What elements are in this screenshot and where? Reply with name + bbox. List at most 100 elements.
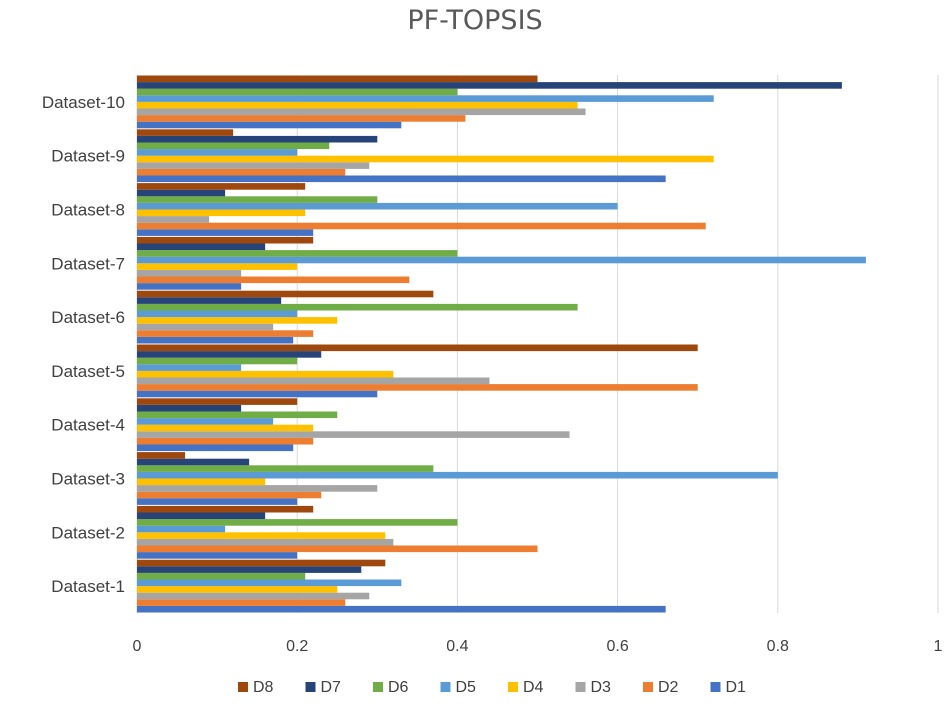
- legend-label-d2: D2: [658, 679, 679, 696]
- category-label: Dataset-2: [51, 523, 125, 542]
- x-tick-label: 0.4: [446, 638, 468, 655]
- legend-label-d6: D6: [388, 679, 409, 696]
- bars: [137, 75, 866, 613]
- bar-d8-dataset-1: [137, 559, 386, 567]
- bar-d7-dataset-5: [137, 351, 322, 358]
- bar-d2-dataset-7: [137, 276, 410, 284]
- bar-d8-dataset-3: [137, 452, 186, 459]
- bar-d3-dataset-6: [137, 323, 274, 331]
- bar-d1-dataset-2: [137, 552, 298, 559]
- category-label: Dataset-7: [51, 254, 125, 273]
- x-tick-label: 0.2: [286, 638, 308, 655]
- bar-d6-dataset-1: [137, 572, 306, 580]
- bar-d3-dataset-7: [137, 269, 242, 277]
- bar-d6-dataset-4: [137, 411, 338, 419]
- category-label: Dataset-9: [51, 147, 125, 166]
- category-label: Dataset-3: [51, 470, 125, 489]
- legend-swatch-d2: [643, 682, 653, 692]
- bar-d5-dataset-7: [137, 256, 866, 264]
- bar-d2-dataset-4: [137, 437, 314, 445]
- x-tick-label: 0.8: [767, 638, 789, 655]
- bar-d4-dataset-7: [137, 263, 298, 270]
- bar-d2-dataset-8: [137, 222, 706, 230]
- bar-d2-dataset-6: [137, 330, 314, 337]
- bar-d2-dataset-2: [137, 545, 538, 553]
- bar-d4-dataset-4: [137, 424, 314, 432]
- legend-label-d3: D3: [591, 679, 612, 696]
- bar-d1-dataset-7: [137, 283, 242, 290]
- legend-label-d5: D5: [456, 679, 477, 696]
- bar-d5-dataset-8: [137, 202, 618, 210]
- bar-d2-dataset-10: [137, 115, 466, 122]
- bar-d7-dataset-1: [137, 566, 362, 573]
- category-label: Dataset-6: [51, 308, 125, 327]
- bar-d4-dataset-3: [137, 478, 266, 486]
- bar-d8-dataset-7: [137, 236, 314, 244]
- bar-d5-dataset-10: [137, 95, 714, 102]
- bar-d4-dataset-2: [137, 532, 386, 539]
- bar-d6-dataset-7: [137, 250, 458, 257]
- legend-swatch-d8: [238, 682, 248, 692]
- bar-d4-dataset-10: [137, 101, 578, 109]
- bar-d4-dataset-8: [137, 209, 306, 217]
- x-tick-labels: 0 0.2 0.4 0.6 0.8 1: [133, 638, 943, 655]
- bar-d7-dataset-3: [137, 458, 250, 466]
- bar-d7-dataset-10: [137, 82, 842, 89]
- bar-d8-dataset-2: [137, 505, 314, 513]
- bar-d5-dataset-9: [137, 149, 298, 156]
- bar-d1-dataset-4: [137, 444, 294, 452]
- bar-d6-dataset-10: [137, 88, 458, 96]
- bar-d7-dataset-2: [137, 512, 266, 520]
- bar-d1-dataset-8: [137, 229, 314, 236]
- bar-d1-dataset-5: [137, 390, 378, 398]
- bar-d3-dataset-10: [137, 108, 586, 116]
- bar-d5-dataset-4: [137, 418, 274, 425]
- bar-d8-dataset-9: [137, 129, 234, 136]
- bar-d4-dataset-6: [137, 317, 338, 324]
- category-label: Dataset-1: [51, 577, 125, 596]
- bar-d6-dataset-8: [137, 196, 378, 203]
- bar-d7-dataset-7: [137, 243, 266, 251]
- category-labels: Dataset-1 Dataset-2 Dataset-3 Dataset-4 Data…: [42, 93, 125, 596]
- bar-d6-dataset-5: [137, 357, 298, 365]
- bar-d2-dataset-3: [137, 491, 322, 499]
- bar-d7-dataset-8: [137, 189, 226, 197]
- bar-d2-dataset-9: [137, 168, 346, 176]
- bar-d7-dataset-4: [137, 404, 242, 412]
- bar-d8-dataset-10: [137, 75, 538, 83]
- bar-d7-dataset-6: [137, 297, 282, 304]
- bar-d5-dataset-6: [137, 310, 298, 318]
- bar-d5-dataset-1: [137, 579, 402, 587]
- category-label: Dataset-4: [51, 416, 125, 435]
- legend-label-d1: D1: [726, 679, 747, 696]
- bar-d5-dataset-5: [137, 364, 242, 371]
- legend-swatch-d6: [373, 682, 383, 692]
- legend-label-d4: D4: [523, 679, 544, 696]
- bar-d8-dataset-8: [137, 183, 306, 190]
- bar-d1-dataset-9: [137, 175, 666, 183]
- bar-d3-dataset-1: [137, 592, 370, 600]
- bar-d3-dataset-8: [137, 216, 210, 223]
- bar-d1-dataset-1: [137, 605, 666, 613]
- bar-d8-dataset-5: [137, 344, 698, 352]
- bar-d7-dataset-9: [137, 135, 378, 143]
- bar-d4-dataset-5: [137, 370, 394, 378]
- bar-d3-dataset-3: [137, 485, 378, 492]
- bar-d2-dataset-1: [137, 599, 346, 606]
- bar-d5-dataset-2: [137, 525, 226, 533]
- bar-d8-dataset-6: [137, 290, 434, 298]
- bar-d1-dataset-10: [137, 121, 402, 129]
- category-label: Dataset-5: [51, 362, 125, 381]
- bar-d3-dataset-4: [137, 431, 570, 438]
- legend-swatch-d1: [710, 682, 721, 692]
- x-tick-label: 0.6: [606, 638, 628, 655]
- chart-title: PF-TOPSIS: [407, 5, 542, 36]
- legend-swatch-d5: [440, 682, 451, 692]
- bar-d4-dataset-1: [137, 586, 338, 593]
- legend-label-d7: D7: [321, 679, 342, 696]
- legend-swatch-d4: [508, 682, 518, 692]
- legend-swatch-d7: [305, 682, 316, 692]
- bar-d6-dataset-2: [137, 519, 458, 526]
- legend-label-d8: D8: [253, 679, 274, 696]
- category-label: Dataset-10: [42, 93, 125, 112]
